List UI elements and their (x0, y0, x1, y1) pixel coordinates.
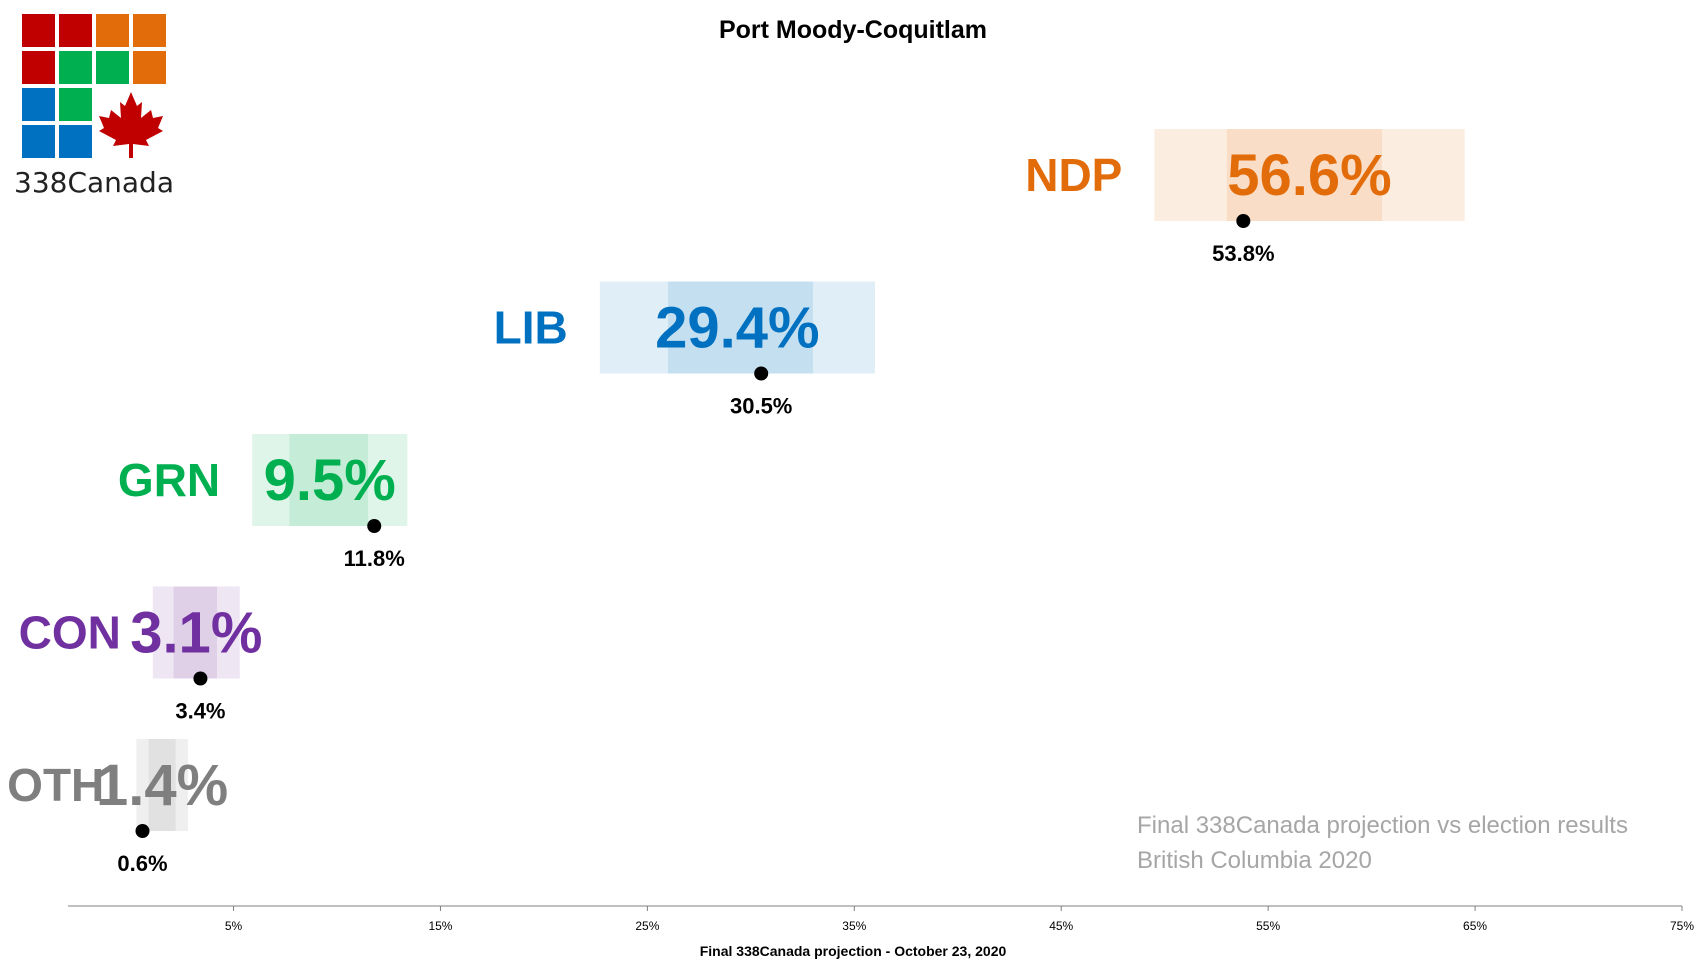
note-line-1: Final 338Canada projection vs election r… (1137, 812, 1628, 839)
logo-square (96, 14, 129, 47)
logo-squares (22, 14, 166, 158)
x-tick-label: 15% (428, 919, 452, 933)
x-axis-ticks: 5% 15% 25% 35% 45% 55% 65% 75% (225, 906, 1694, 933)
x-tick-label: 35% (842, 919, 866, 933)
logo-square (133, 14, 166, 47)
projection-value: 56.6% (1227, 143, 1391, 208)
logo-text: 338Canada (14, 166, 174, 199)
result-dot (754, 366, 769, 381)
x-tick-label: 75% (1670, 919, 1694, 933)
party-row-ndp: NDP 56.6% 53.8% (1025, 129, 1465, 266)
logo-square (22, 51, 55, 84)
result-dot (193, 671, 208, 686)
x-axis-label: Final 338Canada projection - October 23,… (700, 943, 1007, 959)
note-line-2: British Columbia 2020 (1137, 847, 1372, 874)
party-row-con: CON 3.1% 3.4% (19, 586, 262, 724)
party-label: LIB (494, 302, 568, 354)
logo-square (22, 88, 55, 121)
logo-square (22, 125, 55, 158)
inner-range-band (148, 739, 176, 831)
party-rows: NDP 56.6% 53.8% LIB 29.4% 30.5% GRN 9.5% 11.8% CO… (7, 129, 1465, 876)
inner-range-band (289, 434, 369, 526)
outer-range-band (599, 281, 875, 374)
party-row-grn: GRN 9.5% 11.8% (118, 434, 408, 571)
outer-range-band (1154, 129, 1465, 221)
result-label: 0.6% (117, 851, 167, 876)
projection-value: 9.5% (264, 448, 396, 513)
result-label: 53.8% (1212, 241, 1274, 266)
party-label: OTH (7, 759, 104, 811)
projection-value: 1.4% (96, 753, 228, 818)
projection-value: 3.1% (130, 601, 262, 666)
x-tick-label: 25% (635, 919, 659, 933)
result-label: 11.8% (344, 546, 405, 571)
result-dot (367, 519, 382, 533)
outer-range-band (252, 434, 408, 526)
x-tick-label: 55% (1256, 919, 1280, 933)
logo-square (133, 51, 166, 84)
party-label: CON (19, 607, 121, 659)
x-tick-label: 45% (1049, 919, 1073, 933)
inner-range-band (1226, 129, 1382, 221)
party-label: NDP (1025, 149, 1122, 201)
party-label: GRN (118, 454, 220, 506)
logo-square (59, 125, 92, 158)
logo-square (59, 14, 92, 47)
result-dot (1236, 214, 1251, 228)
logo-square (59, 51, 92, 84)
result-label: 3.4% (175, 699, 225, 724)
x-tick-label: 65% (1463, 919, 1487, 933)
chart-title: Port Moody-Coquitlam (719, 16, 987, 44)
logo-square (59, 88, 92, 121)
logo-square (96, 51, 129, 84)
inner-range-band (173, 586, 217, 679)
outer-range-band (136, 739, 189, 831)
logo-square (22, 14, 55, 47)
outer-range-band (152, 586, 240, 679)
result-dot (135, 824, 150, 838)
maple-leaf-icon (99, 92, 163, 158)
party-row-lib: LIB 29.4% 30.5% (494, 281, 875, 419)
inner-range-band (668, 281, 813, 374)
logo-338canada: 338Canada (14, 14, 174, 199)
projection-value: 29.4% (655, 296, 819, 361)
result-label: 30.5% (730, 394, 792, 419)
x-tick-label: 5% (225, 919, 243, 933)
